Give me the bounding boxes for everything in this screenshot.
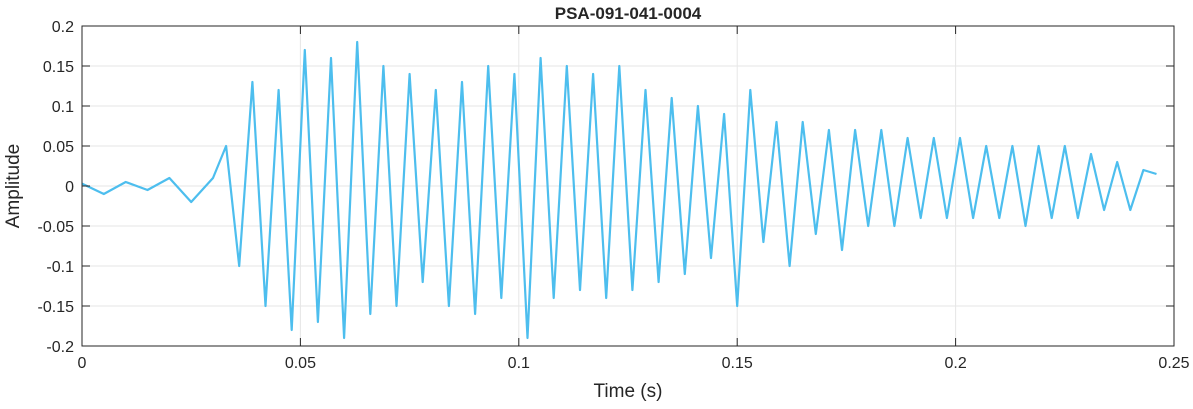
x-tick-label: 0.25 — [1158, 355, 1189, 372]
y-tick-label: 0.1 — [52, 99, 74, 116]
y-tick-label: 0 — [65, 179, 74, 196]
x-tick-label: 0.15 — [722, 355, 753, 372]
series-layer — [81, 40, 1157, 340]
y-axis-label: Amplitude — [3, 144, 24, 229]
y-axis-ticks: 0.2 0.15 0.1 0.05 0 -0.05 -0.1 -0.15 -0.2 — [38, 19, 1174, 356]
x-tick-label: 0.2 — [944, 355, 966, 372]
x-tick-label: 0.1 — [508, 355, 530, 372]
y-tick-label: -0.15 — [38, 299, 75, 316]
x-axis-label: Time (s) — [594, 381, 663, 402]
x-axis-ticks: 0 0.05 0.1 0.15 0.2 0.25 — [78, 26, 1190, 372]
amplitude-series-line — [81, 40, 1157, 340]
y-tick-label: -0.2 — [46, 339, 74, 356]
y-tick-label: -0.05 — [38, 219, 75, 236]
y-tick-label: -0.1 — [46, 259, 74, 276]
x-tick-label: 0.05 — [285, 355, 316, 372]
y-tick-label: 0.05 — [43, 139, 74, 156]
chart-title: PSA-091-041-0004 — [555, 4, 702, 23]
y-tick-label: 0.15 — [43, 59, 74, 76]
y-tick-label: 0.2 — [52, 19, 74, 36]
x-tick-label: 0 — [78, 355, 87, 372]
